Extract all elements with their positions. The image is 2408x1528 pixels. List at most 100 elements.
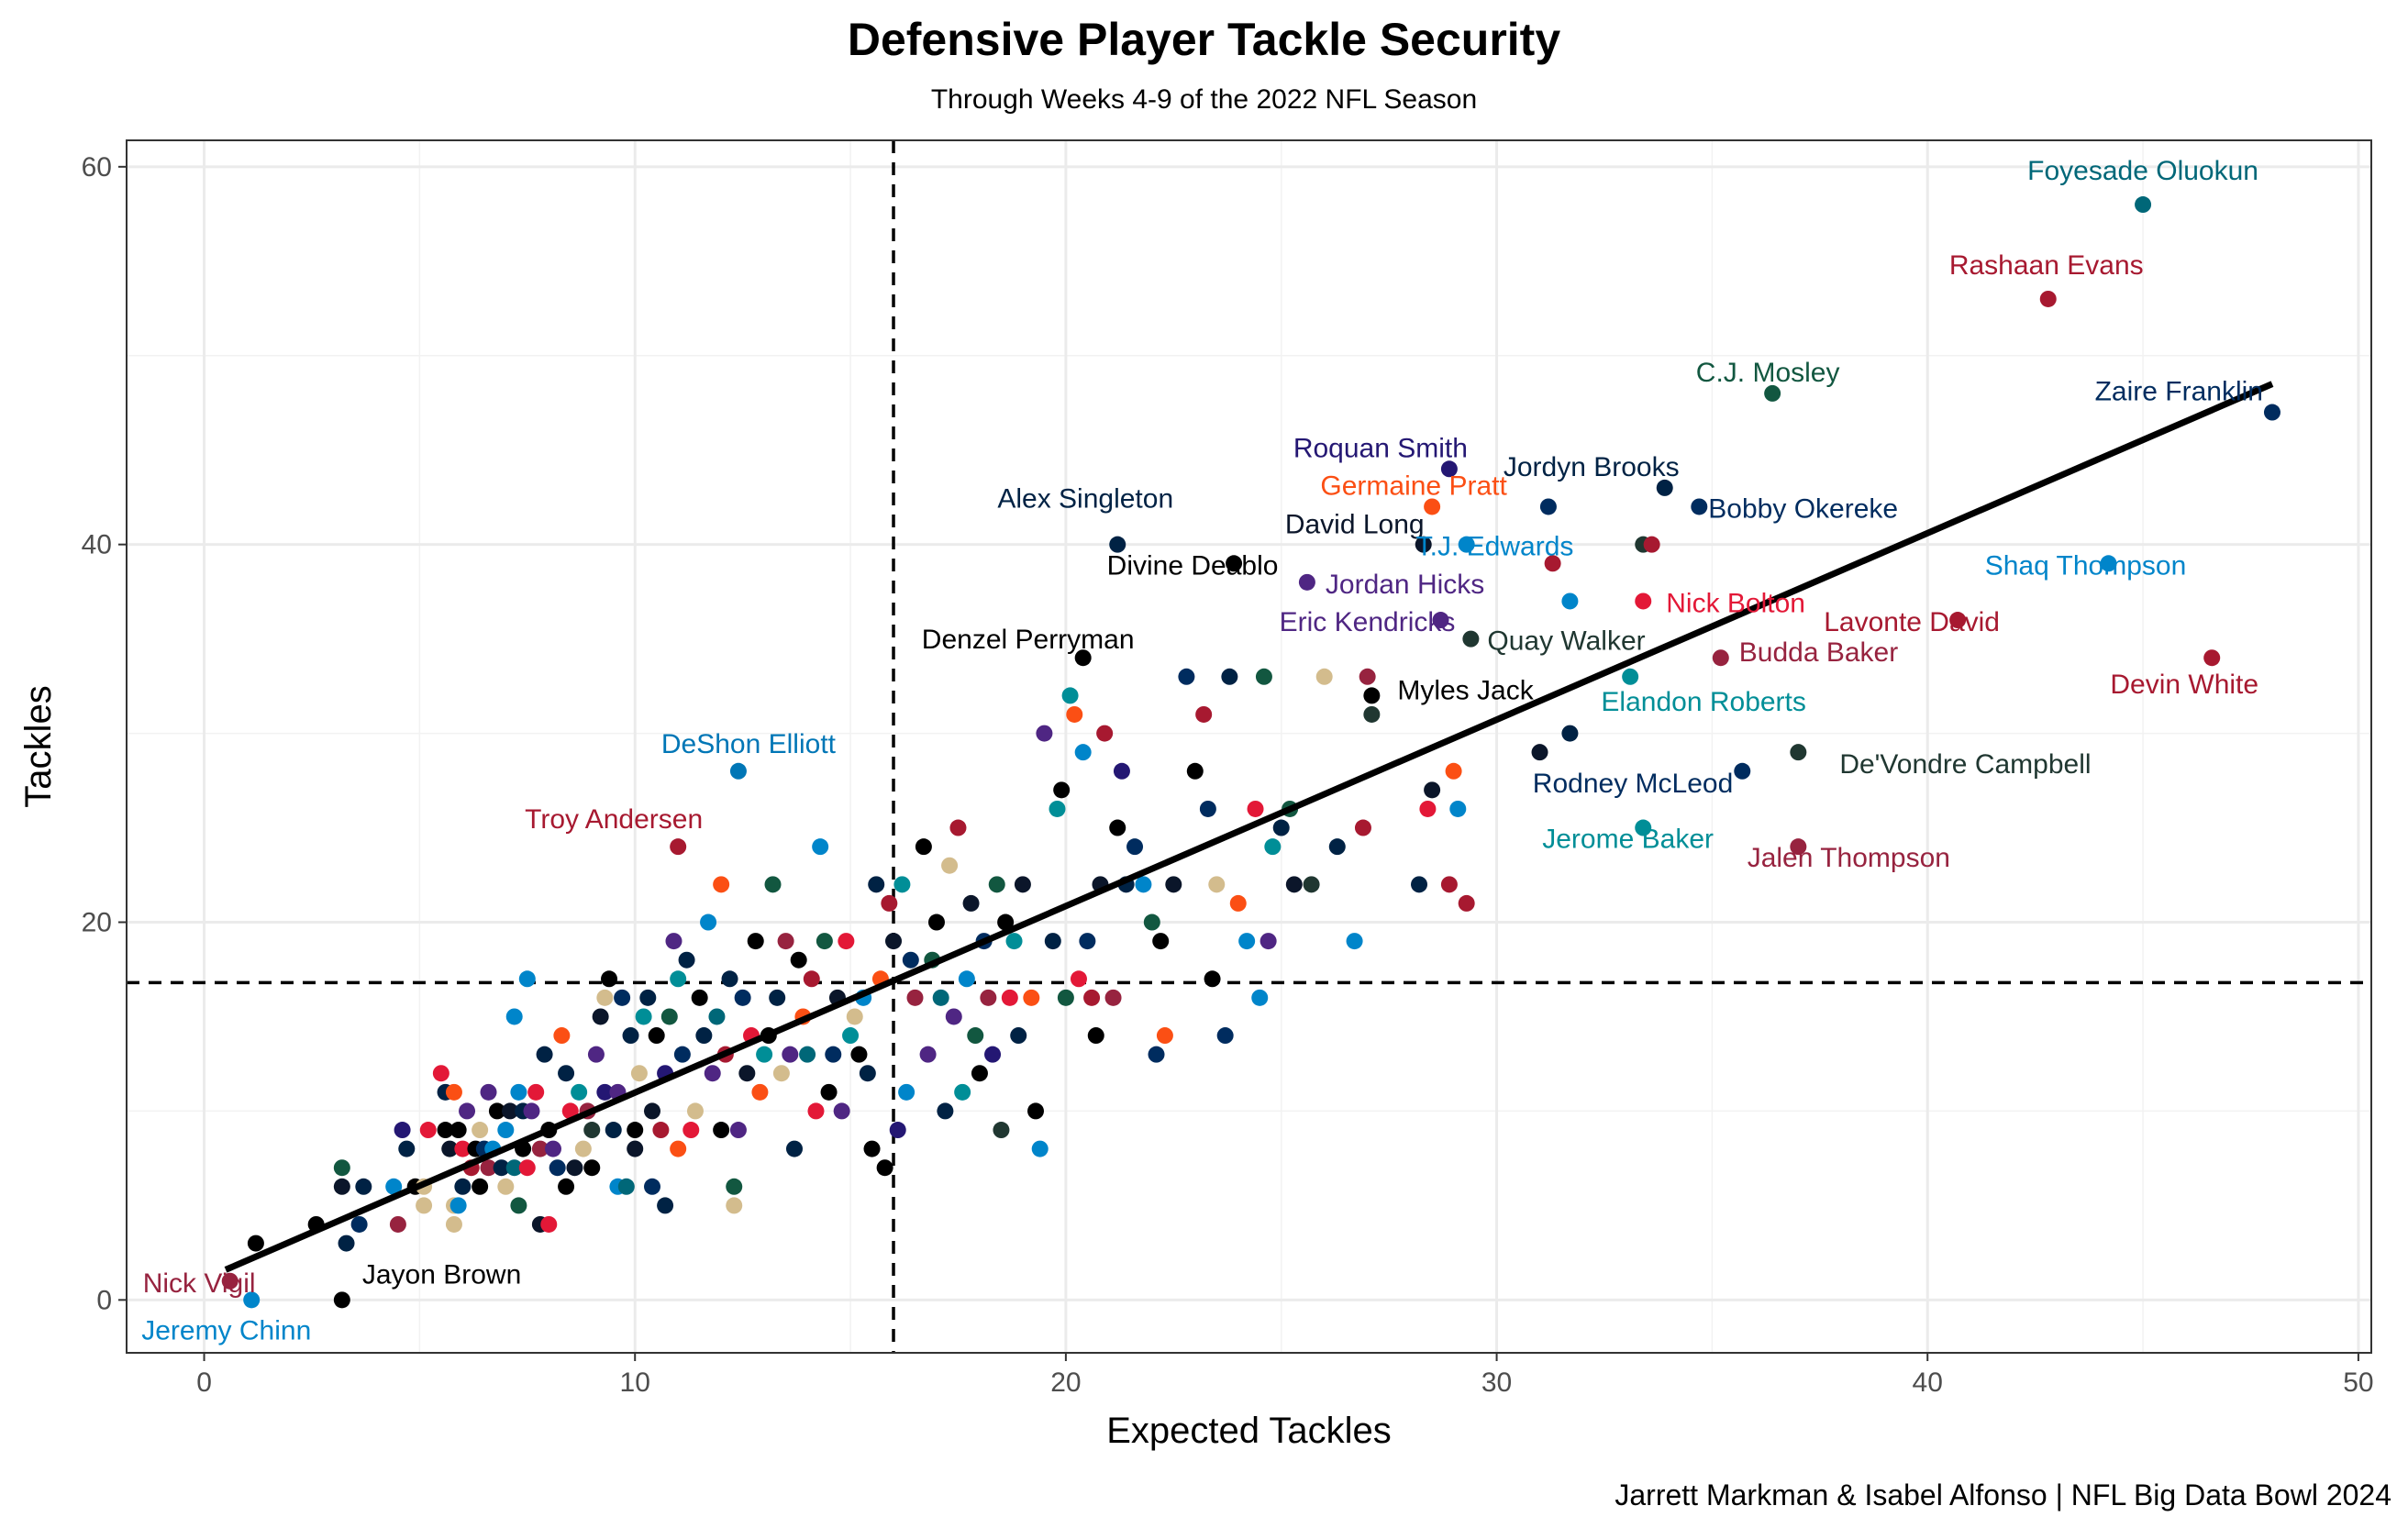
player-point: [902, 951, 919, 969]
player-point: [1165, 876, 1182, 893]
panel-border: [126, 139, 2372, 1354]
player-point: [1346, 933, 1363, 950]
player-point: [583, 1122, 601, 1139]
player-point: [751, 1083, 769, 1101]
player-label: Foyesade Oluokun: [2027, 156, 2258, 186]
labeled-player-point: [670, 838, 687, 856]
player-point: [734, 989, 751, 1006]
labeled-player-point: [2203, 649, 2221, 667]
player-point: [954, 1083, 971, 1101]
player-point: [1539, 498, 1557, 515]
player-point: [1216, 1027, 1234, 1045]
reference-lines: [127, 140, 2371, 1353]
player-point: [889, 1122, 906, 1139]
player-label: Zaire Franklin: [2095, 377, 2263, 407]
labeled-player-point: [1635, 819, 1652, 836]
player-point: [333, 1159, 350, 1177]
player-point: [988, 876, 1005, 893]
player-point: [906, 989, 924, 1006]
player-point: [747, 933, 764, 950]
player-point: [544, 1140, 561, 1157]
player-point: [769, 989, 786, 1006]
labeled-player-point: [1298, 573, 1315, 591]
player-point: [971, 1065, 988, 1082]
labeled-player-point: [1949, 612, 1967, 629]
player-point: [782, 1046, 799, 1063]
player-point: [670, 1140, 687, 1157]
player-point: [1049, 800, 1066, 817]
player-point: [627, 1122, 644, 1139]
player-label: Elandon Roberts: [1601, 687, 1805, 717]
player-point: [449, 1197, 467, 1214]
player-label: Divine Deablo: [1107, 550, 1279, 581]
player-point: [1445, 762, 1462, 780]
player-point: [885, 933, 903, 950]
player-point: [1031, 1140, 1049, 1157]
x-tick-label: 40: [1913, 1367, 1943, 1398]
player-point: [984, 1046, 1002, 1063]
player-point: [488, 1102, 505, 1120]
player-point: [777, 933, 794, 950]
player-label: Roquan Smith: [1293, 433, 1468, 463]
player-point: [558, 1065, 575, 1082]
player-label: Jeremy Chinn: [141, 1315, 311, 1345]
player-point: [472, 1178, 489, 1195]
player-point: [799, 1046, 816, 1063]
player-point: [764, 876, 782, 893]
player-label: Eric Kendricks: [1280, 607, 1456, 637]
player-point: [682, 1122, 700, 1139]
player-point: [505, 1008, 523, 1025]
x-tick-label: 20: [1050, 1367, 1081, 1398]
player-point: [756, 1046, 773, 1063]
player-point: [932, 989, 949, 1006]
player-point: [1303, 876, 1320, 893]
grid-lines: [127, 140, 2371, 1353]
player-point: [807, 1102, 825, 1120]
player-point: [1363, 705, 1381, 723]
x-tick-label: 30: [1481, 1367, 1512, 1398]
player-point: [1544, 555, 1561, 572]
player-point: [493, 1159, 510, 1177]
player-point: [721, 970, 738, 988]
player-point: [893, 876, 911, 893]
player-point: [1221, 668, 1238, 685]
player-point: [729, 1122, 747, 1139]
player-point: [630, 1065, 648, 1082]
y-tick-label: 0: [96, 1285, 112, 1315]
player-point: [1083, 989, 1101, 1006]
player-point: [695, 1027, 713, 1045]
player-point: [480, 1159, 497, 1177]
player-point: [838, 933, 855, 950]
player-point: [505, 1159, 523, 1177]
player-point: [1143, 913, 1160, 931]
labeled-player-point: [1109, 536, 1126, 553]
labeled-player-point: [1424, 498, 1441, 515]
player-point: [790, 951, 807, 969]
trend-line-group: [224, 381, 2274, 1273]
player-label: Jordan Hicks: [1326, 570, 1484, 600]
player-point: [333, 1178, 350, 1195]
player-point: [1152, 933, 1170, 950]
chart-subtitle: Through Weeks 4-9 of the 2022 NFL Season: [930, 84, 1478, 115]
player-label: Denzel Perryman: [922, 625, 1135, 655]
player-point: [738, 1065, 756, 1082]
labeled-player-point: [2263, 404, 2280, 421]
player-point: [1109, 819, 1126, 836]
player-point: [1561, 725, 1579, 742]
player-point: [657, 1197, 674, 1214]
player-point: [1014, 876, 1031, 893]
labeled-player-point: [2135, 196, 2152, 214]
labeled-player-point: [2039, 290, 2057, 307]
player-point: [1036, 725, 1053, 742]
player-point: [587, 1046, 605, 1063]
labeled-player-point: [1712, 649, 1729, 667]
labeled-player-point: [1635, 592, 1652, 610]
player-point: [644, 1102, 661, 1120]
axis-ticks: 0 10 20 30 40 50 0 20 40 60: [82, 152, 2374, 1398]
player-label: T.J. Edwards: [1416, 532, 1574, 562]
player-point: [898, 1083, 915, 1101]
player-point: [1087, 1027, 1104, 1045]
player-point: [518, 1159, 536, 1177]
labeled-player-point: [1734, 762, 1751, 780]
labeled-player-point: [1432, 612, 1449, 629]
